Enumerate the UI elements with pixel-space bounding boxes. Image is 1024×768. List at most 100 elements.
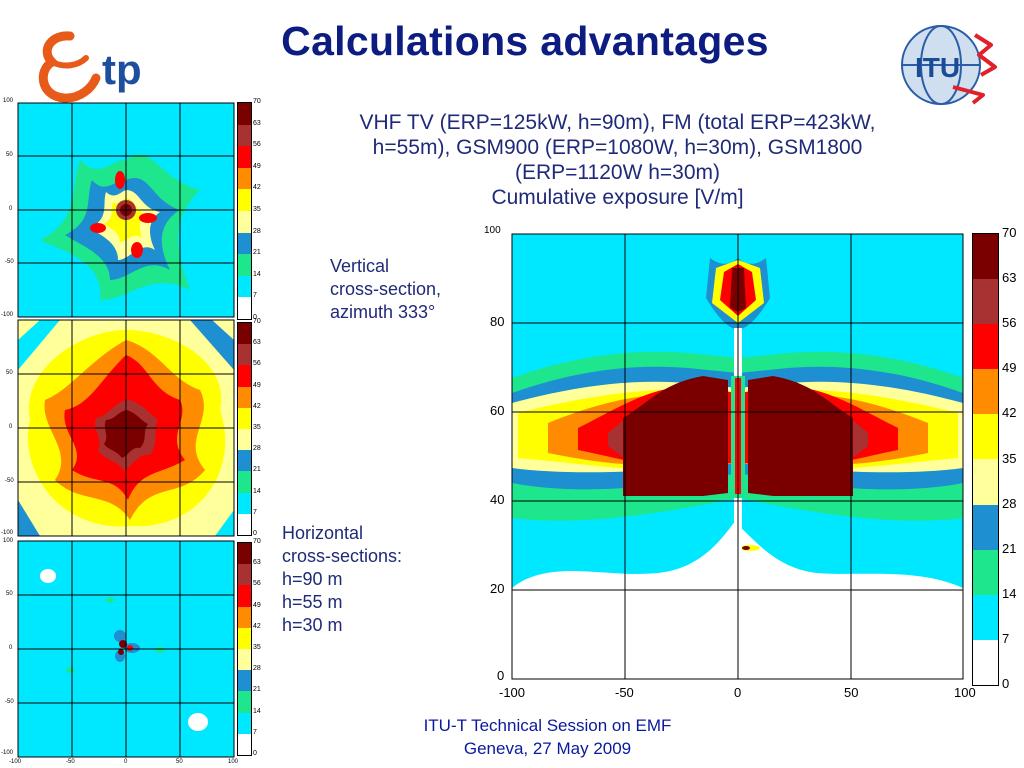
colorbar-segment xyxy=(973,324,998,370)
colorbar-label: 14 xyxy=(253,270,261,278)
big-colorbar-label: 28 xyxy=(1002,495,1017,511)
map3-xtick: -100 xyxy=(9,759,22,765)
small-colorbar-3 xyxy=(237,542,252,756)
colorbar-segment xyxy=(973,279,998,325)
colorbar-segment xyxy=(238,492,251,514)
colorbar-label: 21 xyxy=(253,466,261,474)
colorbar-label: 14 xyxy=(253,487,261,495)
map-h55 xyxy=(17,319,235,537)
colorbar-segment xyxy=(238,297,251,319)
colorbar-segment xyxy=(238,167,251,190)
colorbar-segment xyxy=(238,124,251,147)
colorbar-label: 7 xyxy=(253,292,257,300)
vertical-section-note: Vertical cross-section, azimuth 333° xyxy=(330,255,441,324)
colorbar-label: 35 xyxy=(253,424,261,431)
big-ytick: 20 xyxy=(490,581,505,596)
footer: ITU-T Technical Session on EMF Geneva, 2… xyxy=(370,714,725,760)
colorbar-segment xyxy=(238,254,251,276)
colorbar-label: 42 xyxy=(253,402,261,410)
map-h30 xyxy=(17,540,235,758)
colorbar-segment xyxy=(238,585,251,607)
big-colorbar-label: 35 xyxy=(1002,450,1017,466)
colorbar-label: 70 xyxy=(253,318,261,325)
description-line-2: h=55m), GSM900 (ERP=1080W, h=30m), GSM18… xyxy=(372,136,863,159)
colorbar-segment xyxy=(238,275,251,298)
big-colorbar-label: 70 xyxy=(1002,225,1017,240)
big-colorbar-label: 42 xyxy=(1002,405,1017,421)
colorbar-label: 0 xyxy=(253,530,257,537)
small-colorbar-1 xyxy=(237,102,252,320)
colorbar-label: 49 xyxy=(253,601,261,609)
map3-ytick: -50 xyxy=(5,699,14,705)
colorbar-segment xyxy=(238,428,251,451)
big-ytick: 60 xyxy=(490,403,505,418)
colorbar-segment xyxy=(238,386,251,408)
colorbar-segment xyxy=(238,627,251,649)
big-ytick: 100 xyxy=(484,225,501,236)
colorbar-segment xyxy=(238,103,251,125)
vertical-note-line-1: Vertical xyxy=(330,256,390,276)
itu-logo-text: ITU xyxy=(915,52,960,83)
horizontal-note-line-2: cross-sections: xyxy=(282,546,403,566)
colorbar-label: 49 xyxy=(253,381,261,389)
colorbar-label: 56 xyxy=(253,360,261,368)
big-colorbar-label: 49 xyxy=(1002,360,1017,376)
colorbar-label: 28 xyxy=(253,445,261,453)
colorbar-segment xyxy=(973,234,998,280)
footer-line-2: Geneva, 27 May 2009 xyxy=(463,739,632,758)
colorbar-label: 7 xyxy=(253,508,257,516)
map1-ytick: -50 xyxy=(5,259,14,265)
big-xtick: -100 xyxy=(499,685,526,700)
horizontal-note-line-3: h=90 m xyxy=(282,569,343,589)
map2-ytick: 0 xyxy=(9,424,13,430)
horizontal-section-note: Horizontal cross-sections: h=90 m h=55 m… xyxy=(282,522,402,637)
horizontal-note-line-5: h=30 m xyxy=(282,615,343,635)
big-colorbar-label: 63 xyxy=(1002,270,1017,286)
colorbar-label: 35 xyxy=(253,206,261,213)
big-colorbar-label: 7 xyxy=(1002,630,1010,646)
map2-ytick: -100 xyxy=(1,530,14,536)
colorbar-label: 7 xyxy=(253,728,257,736)
big-ytick: 40 xyxy=(490,492,505,507)
colorbar-label: 56 xyxy=(253,141,261,149)
map3-ytick: 50 xyxy=(6,591,13,597)
colorbar-segment xyxy=(238,450,251,472)
map1-ytick: 50 xyxy=(6,152,13,158)
colorbar-segment xyxy=(238,407,251,429)
colorbar-segment xyxy=(238,648,251,671)
map3-xtick: 0 xyxy=(124,759,128,765)
footer-line-1: ITU-T Technical Session on EMF xyxy=(423,716,672,735)
colorbar-label: 56 xyxy=(253,580,261,588)
colorbar-segment xyxy=(238,323,251,345)
description-line-4: Cumulative exposure [V/m] xyxy=(491,186,744,209)
horizontal-note-line-1: Horizontal xyxy=(282,523,364,543)
small-colorbar-2 xyxy=(237,322,252,536)
colorbar-label: 35 xyxy=(253,644,261,651)
map2-ytick: 50 xyxy=(6,370,13,376)
colorbar-label: 63 xyxy=(253,339,261,347)
colorbar-segment xyxy=(973,369,998,415)
map3-xtick: 100 xyxy=(228,759,239,765)
map3-xtick: -50 xyxy=(66,759,75,765)
colorbar-segment xyxy=(238,210,251,233)
big-ytick: 80 xyxy=(490,314,505,329)
slide-title: Calculations advantages xyxy=(281,18,769,64)
colorbar-label: 70 xyxy=(253,538,261,545)
colorbar-label: 63 xyxy=(253,119,261,127)
map3-ytick: -100 xyxy=(1,750,14,756)
colorbar-label: 70 xyxy=(253,98,261,105)
map1-ytick: -100 xyxy=(1,312,14,318)
vertical-note-line-3: azimuth 333° xyxy=(330,302,436,322)
colorbar-segment xyxy=(238,691,251,713)
big-xtick: 100 xyxy=(954,685,976,700)
colorbar-label: 42 xyxy=(253,622,261,630)
colorbar-segment xyxy=(238,189,251,211)
description-line-3: (ERP=1120W h=30m) xyxy=(514,161,721,184)
colorbar-segment xyxy=(973,594,998,640)
colorbar-segment xyxy=(973,549,998,595)
big-colorbar-label: 14 xyxy=(1002,585,1017,601)
tp-logo: tp xyxy=(30,22,165,103)
colorbar-segment xyxy=(973,639,998,685)
colorbar-segment xyxy=(238,471,251,493)
colorbar-label: 28 xyxy=(253,665,261,673)
